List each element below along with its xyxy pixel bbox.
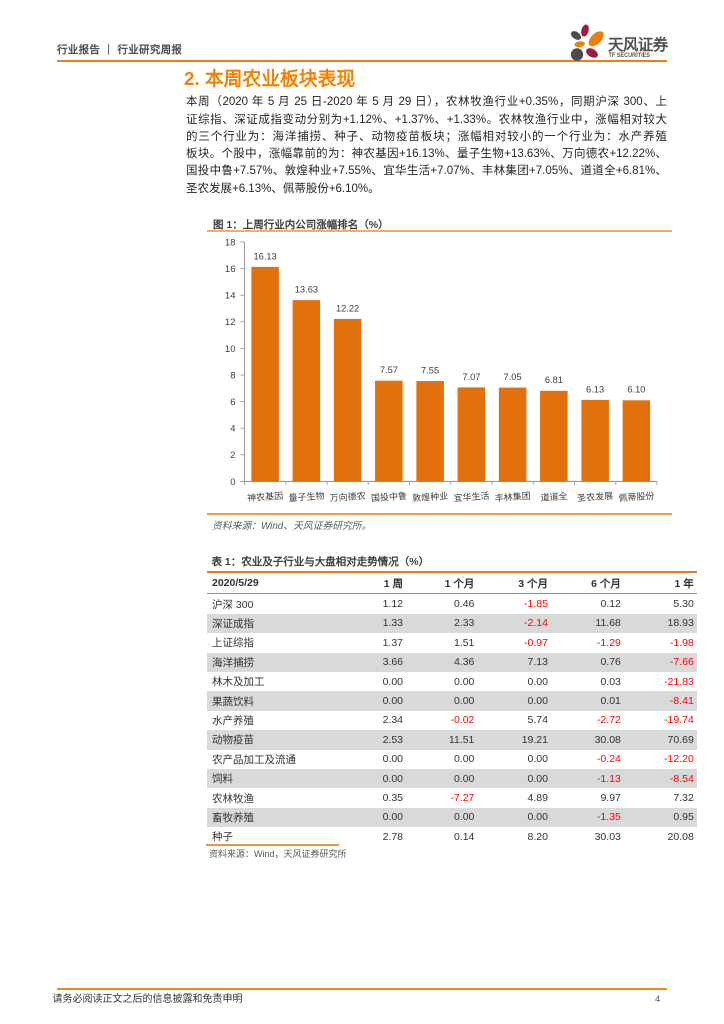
svg-text:10: 10 — [225, 344, 236, 355]
svg-text:国投中鲁: 国投中鲁 — [371, 490, 408, 503]
svg-text:6.13: 6.13 — [586, 384, 604, 394]
svg-text:圣农发展: 圣农发展 — [577, 490, 614, 503]
svg-text:万向德农: 万向德农 — [329, 490, 366, 503]
svg-text:16: 16 — [225, 264, 236, 275]
svg-text:12.22: 12.22 — [336, 303, 359, 313]
svg-text:7.07: 7.07 — [462, 372, 480, 382]
svg-text:8: 8 — [230, 370, 235, 381]
svg-text:丰林集团: 丰林集团 — [494, 490, 531, 503]
svg-text:道道全: 道道全 — [540, 490, 568, 503]
svg-text:6.10: 6.10 — [627, 385, 645, 395]
svg-text:4: 4 — [230, 424, 235, 435]
svg-text:佩蒂股份: 佩蒂股份 — [618, 490, 655, 503]
svg-text:敦煌种业: 敦煌种业 — [412, 490, 449, 503]
svg-text:7.55: 7.55 — [421, 365, 439, 375]
svg-text:6.81: 6.81 — [545, 375, 563, 385]
svg-text:14: 14 — [225, 291, 236, 302]
svg-text:宜华生活: 宜华生活 — [453, 490, 490, 503]
svg-text:天风证券: 天风证券 — [608, 35, 669, 54]
svg-text:神农基因: 神农基因 — [247, 490, 284, 503]
svg-text:7.57: 7.57 — [380, 365, 398, 375]
svg-text:TF SECURITIES: TF SECURITIES — [609, 52, 651, 59]
svg-text:2: 2 — [230, 450, 235, 461]
svg-text:6: 6 — [230, 397, 235, 408]
svg-text:16.13: 16.13 — [253, 251, 276, 261]
svg-text:13.63: 13.63 — [295, 285, 318, 295]
svg-text:7.05: 7.05 — [504, 372, 522, 382]
svg-text:18: 18 — [225, 237, 236, 248]
svg-text:0: 0 — [230, 477, 235, 488]
svg-text:量子生物: 量子生物 — [288, 490, 325, 503]
svg-text:12: 12 — [225, 317, 236, 328]
